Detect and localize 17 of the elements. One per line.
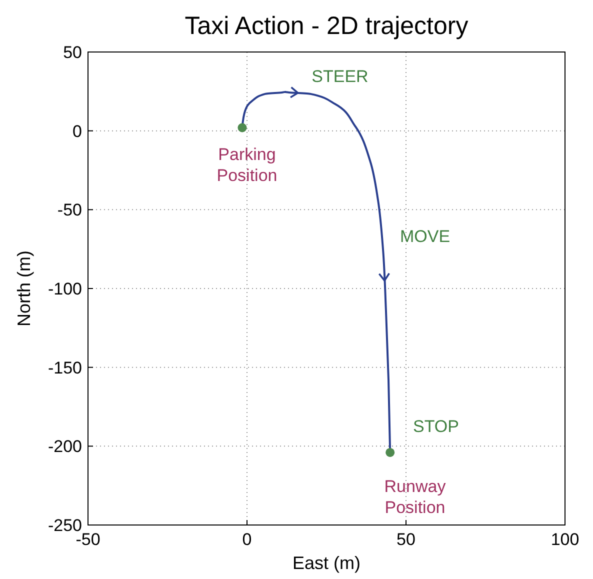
x-axis-title: East (m) [292, 553, 361, 573]
annotation: Parking Position [216, 145, 278, 185]
y-axis-title: North (m) [14, 250, 34, 326]
x-tick-label: 0 [242, 530, 252, 549]
x-tick-label: 50 [396, 530, 416, 549]
y-tick-label: 0 [72, 122, 82, 141]
annotation: STEER [312, 67, 368, 86]
y-tick-label: -150 [48, 358, 82, 378]
x-tick-label: 100 [550, 530, 580, 549]
y-tick-label: 50 [63, 43, 82, 62]
chart-title: Taxi Action - 2D trajectory [184, 12, 469, 40]
y-tick-label: -100 [48, 280, 82, 298]
y-tick-label: -200 [48, 437, 82, 456]
annotation: MOVE [400, 227, 450, 246]
annotation: Runway Position [384, 477, 446, 517]
annotation: STOP [413, 417, 459, 436]
y-tick-label: -50 [57, 200, 82, 220]
